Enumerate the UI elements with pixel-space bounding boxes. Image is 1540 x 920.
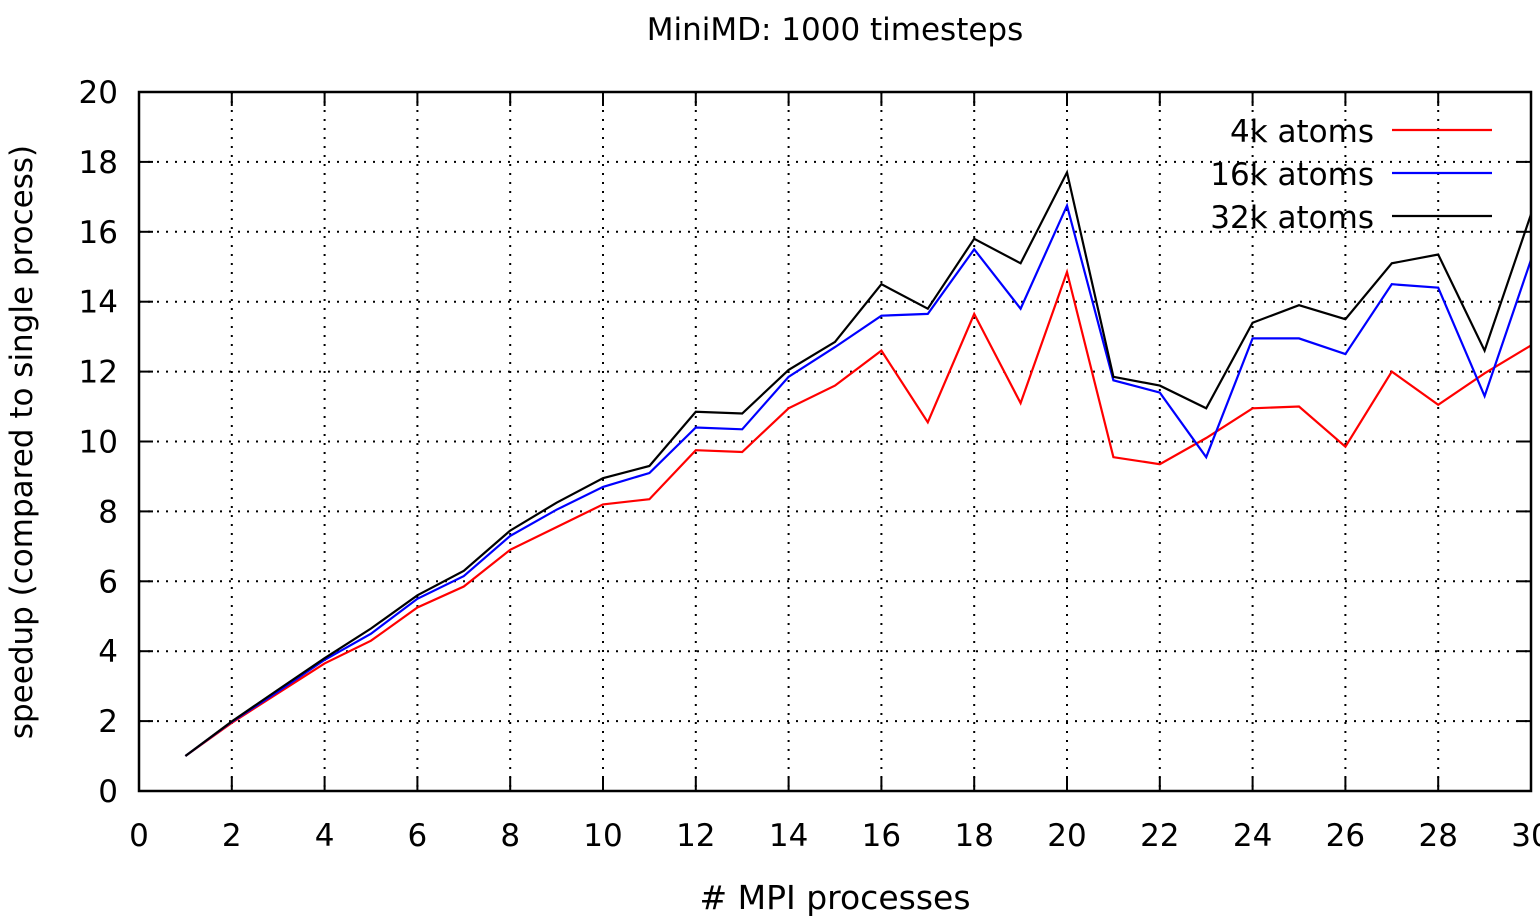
x-tick-label: 20 <box>1047 818 1086 854</box>
axis-ticks: 0246810121416182022242628300246810121416… <box>79 75 1540 854</box>
series-line-32k-atoms <box>184 169 1533 757</box>
y-tick-label: 6 <box>98 564 118 600</box>
x-tick-label: 12 <box>676 818 715 854</box>
y-tick-label: 18 <box>79 145 118 181</box>
x-tick-label: 14 <box>769 818 808 854</box>
legend-label: 32k atoms <box>1210 200 1374 236</box>
grid <box>139 92 1531 791</box>
y-tick-label: 2 <box>98 704 118 740</box>
plot-frame <box>137 90 1533 793</box>
y-tick-label: 8 <box>98 494 118 530</box>
x-tick-label: 18 <box>954 818 993 854</box>
x-axis-label: # MPI processes <box>699 878 970 917</box>
x-tick-label: 8 <box>500 818 520 854</box>
x-tick-label: 30 <box>1511 818 1540 854</box>
legend: 4k atoms 16k atoms 32k atoms <box>1210 114 1492 236</box>
y-tick-label: 14 <box>79 285 118 321</box>
x-tick-label: 22 <box>1140 818 1179 854</box>
legend-label: 4k atoms <box>1230 114 1374 150</box>
x-tick-label: 6 <box>408 818 428 854</box>
y-tick-label: 12 <box>79 355 118 391</box>
x-tick-label: 24 <box>1233 818 1272 854</box>
series-line-4k-atoms <box>184 268 1532 757</box>
x-tick-label: 2 <box>222 818 242 854</box>
legend-label: 16k atoms <box>1210 157 1374 193</box>
y-axis-label: speedup (compared to single process) <box>4 145 40 739</box>
x-tick-label: 4 <box>315 818 335 854</box>
series-lines <box>184 169 1533 757</box>
y-tick-label: 16 <box>79 215 118 251</box>
x-tick-label: 26 <box>1326 818 1365 854</box>
x-tick-label: 28 <box>1418 818 1457 854</box>
x-tick-label: 16 <box>862 818 901 854</box>
y-tick-label: 4 <box>98 634 118 670</box>
chart-title: MiniMD: 1000 timesteps <box>647 12 1024 48</box>
y-tick-label: 20 <box>79 75 118 111</box>
x-tick-label: 0 <box>129 818 149 854</box>
series-line-16k-atoms <box>184 202 1533 757</box>
y-tick-label: 0 <box>98 774 118 810</box>
y-tick-label: 10 <box>79 425 118 461</box>
x-tick-label: 10 <box>583 818 622 854</box>
